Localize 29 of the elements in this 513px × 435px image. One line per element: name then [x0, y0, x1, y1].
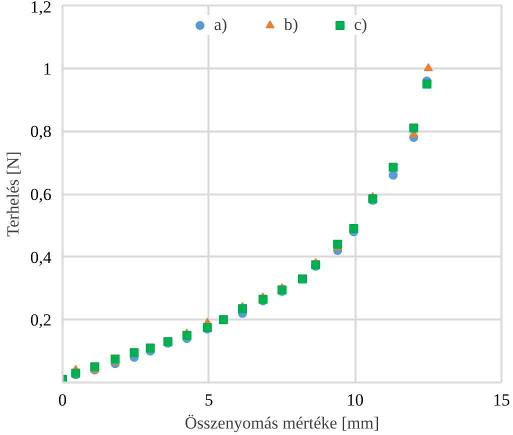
point [130, 348, 139, 358]
x-tick-label: 15 [493, 390, 510, 410]
point [349, 224, 358, 234]
point [110, 354, 120, 364]
y-tick-label: 0,6 [30, 185, 52, 204]
point [422, 80, 432, 89]
y-tick-label: 0,8 [30, 122, 52, 142]
y-axis-title: Terhelés [N] [3, 151, 22, 237]
y-tick-label: 1,2 [30, 0, 52, 16]
point [298, 274, 307, 284]
legend-label: b) [284, 15, 300, 35]
x-tick-label: 10 [346, 390, 364, 410]
point [218, 315, 228, 324]
legend-label: c) [354, 15, 368, 35]
x-tick-label: 5 [204, 390, 214, 410]
y-tick-label: 1 [43, 59, 52, 78]
point [424, 63, 433, 72]
x-axis-title: Összenyomás mértéke [mm] [184, 414, 380, 432]
point [409, 124, 418, 133]
point [388, 170, 398, 180]
y-tick-label: 0,4 [30, 248, 52, 267]
point [90, 362, 100, 372]
x-tick-label: 0 [58, 390, 67, 410]
point [238, 304, 247, 314]
point [333, 240, 342, 249]
y-tick-label: 0,2 [30, 310, 52, 330]
legend-label: a) [214, 15, 228, 35]
point [182, 330, 192, 340]
point [146, 343, 155, 352]
